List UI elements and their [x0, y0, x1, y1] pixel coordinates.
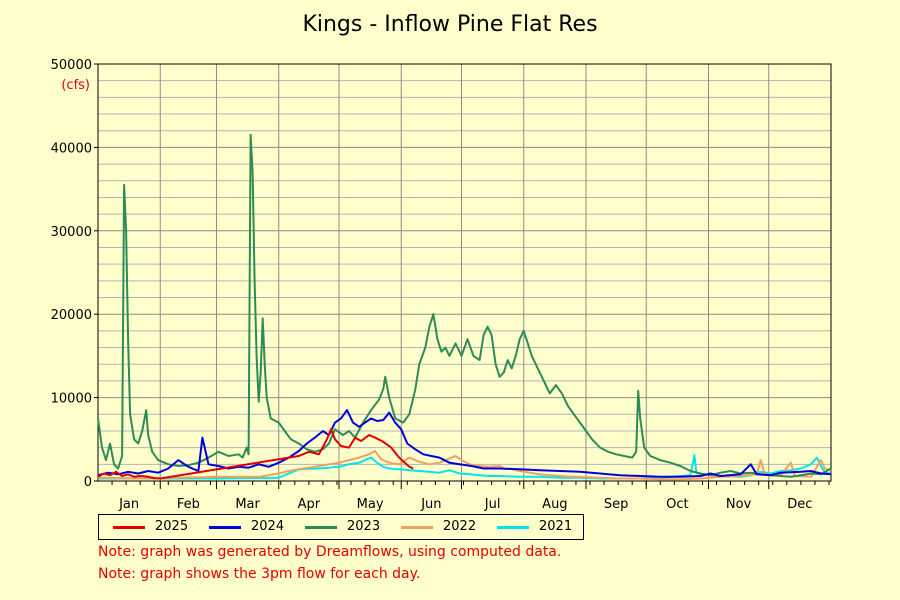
x-tick-label: Oct	[666, 497, 688, 512]
x-tick-label: Feb	[177, 497, 200, 512]
legend-swatch-2022	[401, 526, 433, 529]
series-line-2021	[98, 454, 832, 480]
y-tick-label: 50000	[51, 58, 92, 73]
x-tick-label: Nov	[726, 497, 752, 512]
legend-label: 2025	[155, 519, 189, 534]
x-tick-label: May	[357, 497, 384, 512]
grid-lines	[98, 64, 831, 481]
chart-title: Kings - Inflow Pine Flat Res	[302, 12, 598, 37]
x-tick-label: Jun	[420, 497, 441, 512]
series-line-2025	[97, 428, 414, 480]
x-tick-label: Apr	[298, 497, 321, 512]
legend-swatch-2024	[209, 526, 241, 529]
note-flow-time: Note: graph shows the 3pm flow for each …	[98, 566, 421, 582]
x-tick-label: Aug	[542, 497, 567, 512]
legend: 2025 2024 2023 2022 2021	[98, 514, 584, 540]
series-line-2023	[97, 133, 832, 478]
series-line-2022	[97, 450, 832, 481]
y-unit-label: (cfs)	[61, 78, 90, 93]
x-tick-label: Mar	[235, 497, 260, 512]
plot-frame	[97, 63, 832, 482]
y-tick-label: 10000	[51, 392, 92, 407]
legend-label: 2022	[443, 519, 477, 534]
y-tick-label: 20000	[51, 308, 92, 323]
legend-swatch-2023	[305, 526, 337, 529]
legend-label: 2024	[251, 519, 285, 534]
legend-swatch-2025	[113, 526, 145, 529]
x-tick-label: Jul	[484, 497, 501, 512]
note-source: Note: graph was generated by Dreamflows,…	[98, 544, 562, 560]
legend-label: 2023	[347, 519, 381, 534]
y-tick-label: 0	[84, 475, 92, 490]
legend-label: 2021	[539, 519, 573, 534]
legend-swatch-2021	[497, 526, 529, 529]
x-tick-label: Dec	[787, 497, 812, 512]
y-tick-label: 30000	[51, 225, 92, 240]
x-tick-label: Jan	[118, 497, 139, 512]
series-line-2024	[97, 409, 832, 478]
axes: 0 10000 20000 30000 40000 50000 Jan Feb Mar Apr Ma…	[51, 58, 832, 512]
series-lines	[97, 133, 832, 481]
x-tick-label: Sep	[604, 497, 629, 512]
y-tick-label: 40000	[51, 141, 92, 156]
